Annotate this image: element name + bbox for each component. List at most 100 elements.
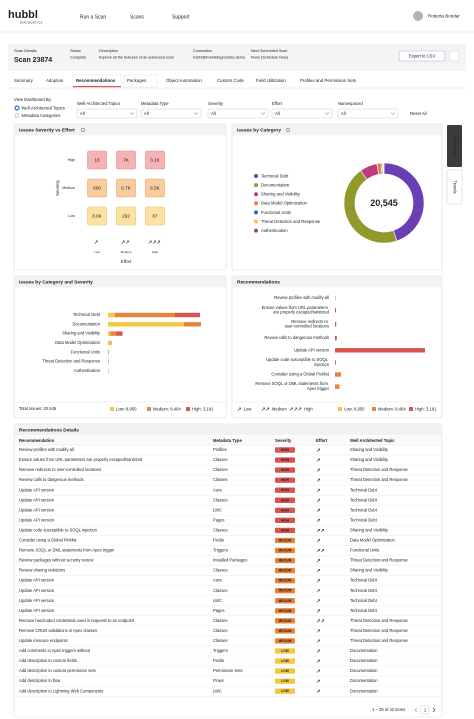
side-tab-label: Trends <box>452 180 457 194</box>
cell-topic: Data Model Optimization <box>350 538 396 543</box>
filter-label: Namespaced <box>338 101 363 106</box>
cell-metadata-type: Triggers <box>213 648 228 653</box>
tab[interactable]: Object Automation <box>166 78 202 83</box>
tab-box[interactable] <box>123 74 158 88</box>
bar-label: Sharing and Visibility <box>62 331 101 336</box>
bar-segment <box>108 312 115 318</box>
effort-icon <box>261 407 265 411</box>
panel-title: Recommendations Details <box>19 427 79 433</box>
user-name[interactable]: Roberta Bondar <box>428 14 460 19</box>
legend-label: Technical Debt <box>261 173 289 178</box>
scan-field-value: hubbl@hubbldiagnostics.demo <box>193 56 245 60</box>
cell-metadata-type: Classes <box>213 467 228 472</box>
cell-recommendation: Consider using a Global Picklist <box>19 538 77 543</box>
pagination-page[interactable] <box>420 705 430 715</box>
tab[interactable]: Profiles and Permission Sets <box>300 78 357 83</box>
filter-value: All <box>144 111 149 116</box>
filter-select[interactable] <box>337 108 399 119</box>
cell-metadata-type: Classes <box>213 618 228 623</box>
severity-badge-label: LOW <box>281 659 288 663</box>
severity-badge <box>275 638 295 644</box>
severity-badge-label: HIGH <box>281 468 290 472</box>
nav-link[interactable]: Run a Scan <box>80 14 106 20</box>
cell-topic: Technical Debt <box>350 578 378 583</box>
side-tab[interactable] <box>447 125 462 167</box>
tab[interactable]: Custom Code <box>217 78 244 83</box>
tab[interactable]: Summary <box>14 78 34 83</box>
severity-badge-label: HIGH <box>281 518 290 522</box>
panel-title: Issues by Category <box>237 127 281 133</box>
tab[interactable]: Adoption <box>46 78 64 83</box>
bar-label: Authentication <box>74 368 101 373</box>
heatmap-cell <box>116 150 136 170</box>
cell-topic: Threat Detection and Response <box>350 628 409 633</box>
table-header <box>14 436 442 445</box>
pagination-next[interactable] <box>432 707 436 713</box>
bar-label: Update API version <box>294 347 330 352</box>
tab[interactable]: Packages <box>127 78 147 83</box>
cell-topic: Sharing and Visibility <box>350 527 389 532</box>
reset-link[interactable]: Reset All <box>410 111 427 116</box>
cell-metadata-type: Triggers <box>213 548 228 553</box>
effort-icon <box>121 240 125 244</box>
effort-icon <box>316 448 320 452</box>
side-tab[interactable] <box>446 169 463 205</box>
column-header[interactable]: Severity <box>275 438 292 443</box>
effort-icon <box>266 407 270 411</box>
heatmap-cell <box>87 206 107 226</box>
cell-recommendation: Remove CRUD validations in Apex classes <box>19 628 97 633</box>
legend-label: Medium: 8,404 <box>378 406 406 411</box>
cell-recommendation: Remove redirects to user-controlled loca… <box>19 467 101 472</box>
cell-topic: Sharing and Visibility <box>350 447 389 452</box>
filter-select[interactable] <box>140 108 202 119</box>
filter-select[interactable] <box>207 108 269 119</box>
cell-topic: Functional Units <box>350 548 379 553</box>
bar <box>335 348 425 353</box>
effort-icon <box>316 559 320 563</box>
column-header[interactable]: Recommendation <box>19 438 55 443</box>
bar-label: Documentation <box>72 321 100 326</box>
column-header[interactable]: Metadata Type <box>213 438 242 443</box>
severity-badge <box>275 477 295 483</box>
nav-link[interactable]: Scans <box>130 14 144 20</box>
cell-recommendation: Add comments to Apex triggers without <box>19 648 91 653</box>
filter-select[interactable] <box>271 108 333 119</box>
legend-label: High: 3,191 <box>192 406 214 411</box>
severity-badge-label: MEDIUM <box>279 559 292 563</box>
legend-swatch <box>254 174 258 178</box>
panel-title: Issues Severity vs Effort <box>19 127 75 133</box>
filter-select[interactable] <box>76 108 138 119</box>
radio[interactable] <box>14 113 20 118</box>
bar-segment <box>115 312 175 318</box>
effort-icon <box>316 498 320 502</box>
export-button[interactable] <box>398 50 446 62</box>
scan-field-link[interactable]: (Schedule Now) <box>261 56 289 60</box>
select-caret <box>324 112 330 115</box>
cell-metadata-type: Aura <box>213 487 222 492</box>
cell-metadata-type: LWC <box>213 688 222 693</box>
cell-recommendation: Add description to custom fields <box>19 658 77 663</box>
nav-link[interactable]: Support <box>172 14 190 20</box>
tab[interactable]: Field Utilization <box>256 78 286 83</box>
column-label: High <box>152 250 159 254</box>
legend-label: Medium: 8,404 <box>153 406 181 411</box>
bar <box>335 336 337 341</box>
bar <box>335 322 337 327</box>
cell-recommendation: Update insecure endpoints <box>19 638 68 643</box>
column-header[interactable]: Well Architected Topic <box>350 438 395 443</box>
severity-badge <box>275 467 295 473</box>
effort-icon <box>316 689 320 693</box>
column-header[interactable]: Effort <box>316 438 328 443</box>
cell-metadata-type: Classes <box>213 628 228 633</box>
pagination-prev[interactable] <box>414 707 418 713</box>
radio[interactable] <box>14 105 20 111</box>
heatmap-cell <box>116 206 136 226</box>
more-button[interactable] <box>448 50 460 62</box>
scan-field-value: None <box>251 56 260 60</box>
filter-label: Effort <box>272 101 283 106</box>
cell-metadata-type: Classes <box>213 568 228 573</box>
tab[interactable]: Recommendations <box>76 78 116 83</box>
panel <box>13 423 443 718</box>
cell-topic: Documentation <box>350 658 378 663</box>
